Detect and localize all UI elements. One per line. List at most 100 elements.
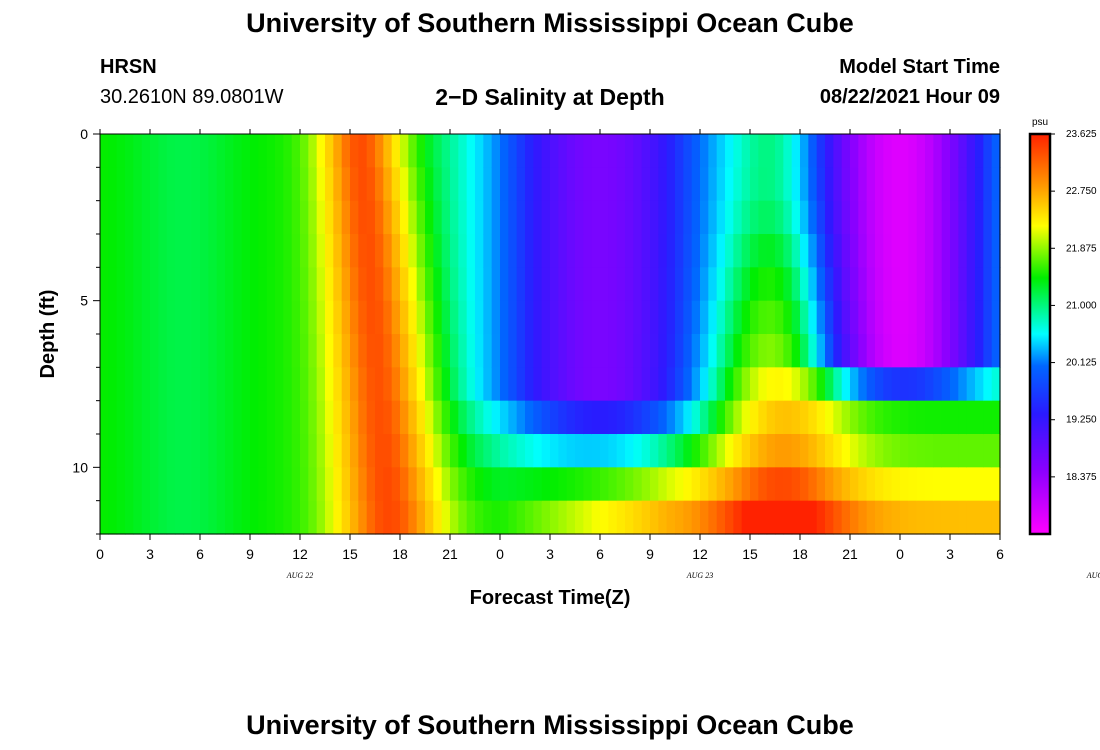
heatmap-cell: [150, 234, 159, 268]
heatmap-cell: [416, 134, 426, 168]
heatmap-cell: [758, 234, 768, 268]
heatmap-cell: [333, 134, 343, 168]
heatmap-cell: [250, 334, 259, 368]
heatmap-cell: [466, 400, 476, 435]
heatmap-cell: [716, 200, 726, 235]
heatmap-cell: [241, 400, 251, 435]
heatmap-cell: [666, 434, 676, 468]
heatmap-cell: [816, 400, 826, 435]
heatmap-cell: [291, 200, 301, 235]
chart-title: 2−D Salinity at Depth: [435, 84, 665, 110]
heatmap-cell: [258, 134, 268, 168]
heatmap-cell: [383, 234, 393, 268]
heatmap-cell: [800, 167, 809, 202]
heatmap-cell: [816, 334, 826, 368]
heatmap-cell: [491, 167, 501, 202]
heatmap-cell: [875, 400, 884, 435]
heatmap-cell: [866, 234, 876, 268]
heatmap-cell: [558, 400, 568, 435]
heatmap-cell: [766, 200, 776, 235]
heatmap-cell: [783, 367, 793, 402]
heatmap-cell: [825, 500, 834, 535]
heatmap-cell: [783, 467, 793, 502]
heatmap-cell: [733, 334, 743, 368]
heatmap-cell: [291, 400, 301, 435]
date-label: AUG 24: [1086, 571, 1100, 580]
heatmap-cell: [850, 334, 859, 368]
heatmap-cell: [283, 367, 293, 402]
heatmap-cell: [241, 300, 251, 335]
heatmap-cell: [500, 234, 509, 268]
heatmap-cell: [833, 500, 843, 535]
heatmap-cell: [458, 167, 468, 202]
heatmap-cell: [458, 434, 468, 468]
heatmap-cell: [275, 400, 284, 435]
heatmap-cell: [966, 234, 976, 268]
heatmap-cell: [100, 434, 109, 468]
heatmap-cell: [966, 334, 976, 368]
heatmap-cell: [591, 500, 601, 535]
heatmap-cell: [941, 134, 951, 168]
heatmap-cell: [325, 367, 334, 402]
heatmap-cell: [500, 367, 509, 402]
heatmap-cell: [975, 400, 984, 435]
heatmap-cell: [958, 434, 968, 468]
heatmap-cell: [600, 467, 609, 502]
heatmap-cell: [933, 134, 943, 168]
heatmap-cell: [633, 234, 643, 268]
heatmap-cell: [216, 400, 226, 435]
heatmap-cell: [125, 300, 134, 335]
heatmap-cell: [466, 434, 476, 468]
heatmap-cell: [208, 300, 218, 335]
heatmap-cell: [166, 300, 176, 335]
heatmap-cell: [725, 500, 734, 535]
heatmap-cell: [400, 467, 409, 502]
x-tick-label: 0: [96, 546, 104, 562]
heatmap-cell: [225, 300, 234, 335]
heatmap-cell: [808, 200, 818, 235]
heatmap-cell: [683, 367, 693, 402]
heatmap-cell: [950, 334, 959, 368]
heatmap-cell: [516, 434, 526, 468]
heatmap-cell: [825, 134, 834, 168]
heatmap-cell: [400, 434, 409, 468]
heatmap-cell: [791, 434, 801, 468]
model-start-time: 08/22/2021 Hour 09: [819, 86, 1000, 108]
heatmap-cell: [516, 500, 526, 535]
heatmap-cell: [633, 334, 643, 368]
heatmap-cell: [808, 334, 818, 368]
heatmap-cell: [450, 334, 459, 368]
heatmap-cell: [741, 467, 751, 502]
heatmap-cell: [508, 267, 518, 302]
heatmap-cell: [108, 234, 118, 268]
heatmap-cell: [491, 234, 501, 268]
heatmap-cell: [341, 267, 351, 302]
heatmap-cell: [500, 267, 509, 302]
heatmap-cell: [408, 400, 418, 435]
heatmap-cell: [575, 267, 584, 302]
heatmap-cell: [641, 334, 651, 368]
heatmap-cell: [125, 467, 134, 502]
heatmap-cell: [483, 467, 493, 502]
heatmap-cell: [508, 500, 518, 535]
y-tick-label: 10: [72, 459, 88, 475]
heatmap-cell: [541, 134, 551, 168]
heatmap-cell: [566, 300, 576, 335]
heatmap-cell: [750, 367, 759, 402]
heatmap-cell: [666, 367, 676, 402]
heatmap-cell: [750, 167, 759, 202]
heatmap-cell: [150, 300, 159, 335]
heatmap-cell: [633, 167, 643, 202]
heatmap-cell: [525, 467, 534, 502]
heatmap-cell: [158, 267, 168, 302]
heatmap-cell: [775, 300, 784, 335]
heatmap-cell: [725, 367, 734, 402]
heatmap-cell: [225, 467, 234, 502]
heatmap-cell: [250, 367, 259, 402]
heatmap-cell: [341, 134, 351, 168]
heatmap-cell: [775, 134, 784, 168]
heatmap-cell: [225, 267, 234, 302]
heatmap-cell: [133, 200, 143, 235]
heatmap-cell: [550, 234, 559, 268]
x-tick-label: 18: [792, 546, 808, 562]
